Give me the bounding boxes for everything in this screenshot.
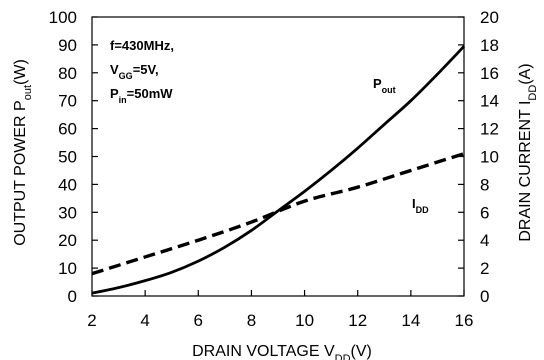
tick-labels: 2 4 6 8 10 12 14 160102030405060708090100024681… <box>49 8 499 330</box>
x-tick-label: 4 <box>140 311 149 330</box>
y-left-tick-label: 80 <box>58 64 77 83</box>
series-label-p-out: Pout <box>373 76 396 95</box>
y-left-tick-label: 20 <box>58 231 77 250</box>
x-axis-label: DRAIN VOLTAGE VDD(V) <box>192 343 372 360</box>
chart-text: DRAIN VOLTAGE VDD(V) OUTPUT POWER Pout(W)… <box>12 38 539 360</box>
x-tick-label: 2 <box>87 311 96 330</box>
y-left-tick-label: 60 <box>58 120 77 139</box>
x-tick-label: 10 <box>295 311 314 330</box>
y-right-tick-label: 20 <box>480 8 499 27</box>
y-right-tick-label: 12 <box>480 120 499 139</box>
y-right-tick-label: 10 <box>480 148 499 167</box>
series-lines <box>91 45 466 295</box>
x-tick-label: 16 <box>455 311 474 330</box>
axes <box>91 16 465 297</box>
x-tick-label: 12 <box>348 311 367 330</box>
y-left-tick-label: 70 <box>58 92 77 111</box>
y-left-tick-label: 90 <box>58 36 77 55</box>
series-line-i-dd <box>91 152 465 276</box>
y-left-tick-label: 50 <box>58 148 77 167</box>
y-left-tick-label: 0 <box>68 287 77 306</box>
y-right-tick-label: 18 <box>480 36 499 55</box>
plot-frame <box>91 16 465 297</box>
y-right-axis-label: DRAIN CURRENT IDD(A) <box>517 63 539 241</box>
y-left-axis-label: OUTPUT POWER Pout(W) <box>12 59 34 246</box>
series-line-p-out <box>91 45 466 295</box>
series-label-i-dd: IDD <box>412 196 429 215</box>
y-right-tick-label: 8 <box>480 175 489 194</box>
y-right-tick-label: 0 <box>480 287 489 306</box>
y-left-tick-label: 30 <box>58 203 77 222</box>
condition-annotation: Pin=50mW <box>110 86 173 105</box>
condition-annotation: VGG=5V, <box>110 62 159 81</box>
y-left-tick-label: 100 <box>49 8 77 27</box>
x-tick-label: 8 <box>247 311 256 330</box>
y-left-tick-label: 10 <box>58 259 77 278</box>
x-tick-label: 6 <box>194 311 203 330</box>
y-left-tick-label: 40 <box>58 175 77 194</box>
y-right-tick-label: 16 <box>480 64 499 83</box>
y-right-tick-label: 6 <box>480 203 489 222</box>
y-right-tick-label: 2 <box>480 259 489 278</box>
y-right-tick-label: 14 <box>480 92 499 111</box>
condition-annotation: f=430MHz, <box>110 38 174 53</box>
y-right-tick-label: 4 <box>480 231 489 250</box>
x-tick-label: 14 <box>401 311 420 330</box>
tick-marks <box>91 16 465 297</box>
